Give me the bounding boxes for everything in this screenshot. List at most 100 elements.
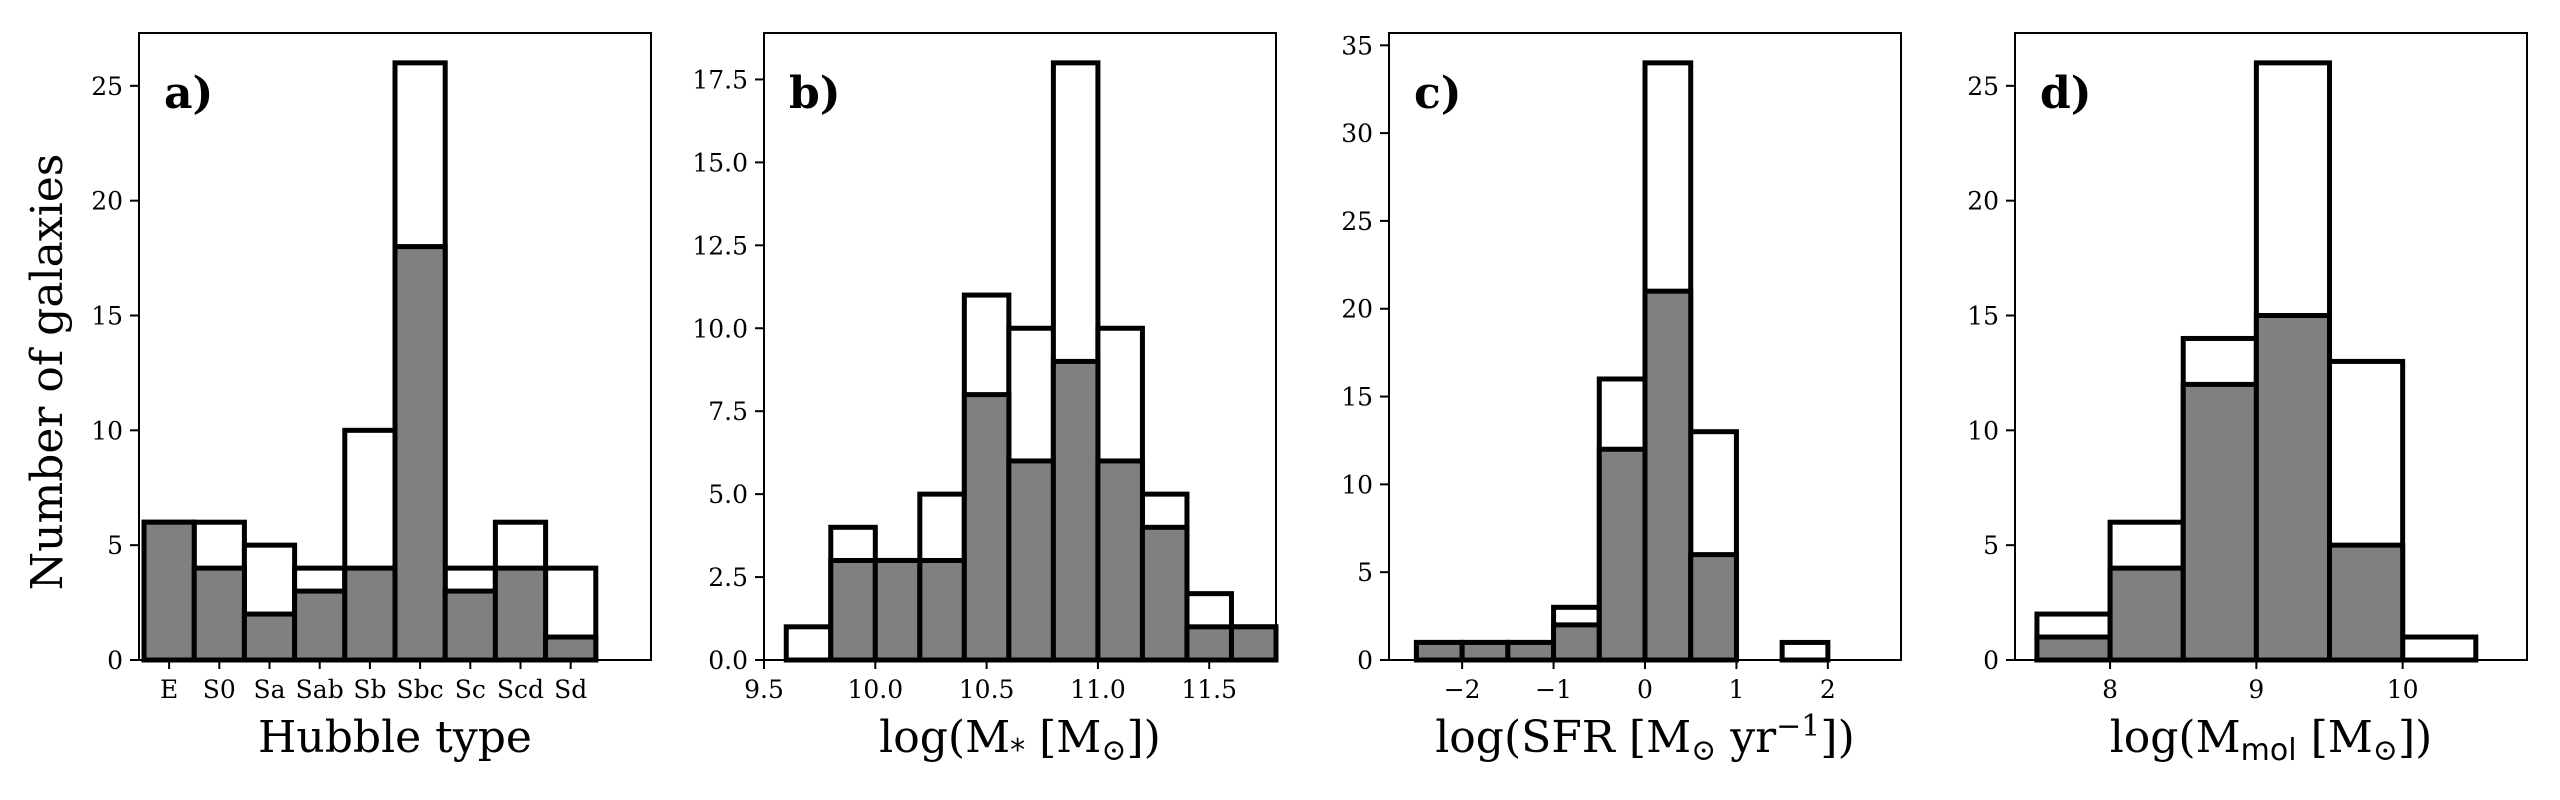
y-tick-label: 5 (1983, 531, 1999, 560)
x-tick-label: 11.0 (1070, 675, 1126, 704)
bar-subset-3-0 (1413, 639, 1465, 663)
bar-subset-4-2 (2180, 381, 2259, 663)
x-axis-label: log(Mmol [M⊙]) (2110, 712, 2433, 768)
x-tick-label: E (160, 675, 178, 704)
x-axis-label: log(SFR [M⊙ yr−1]) (1435, 709, 1855, 768)
bar-subset-1-8 (543, 634, 599, 663)
y-tick-label: 30 (1341, 119, 1373, 148)
y-tick-label: 0.0 (708, 646, 748, 675)
bar-subset-1-7 (492, 565, 549, 663)
bar-all-4-5 (2400, 634, 2479, 663)
panel-c-sfr: 0 5 10 15 20 25 30 35 −2 −1 0 1 2 c) log(SFR [M⊙ yr−1]… (1341, 31, 1902, 768)
y-tick-label: 10 (1341, 470, 1373, 499)
bar-subset-2-10 (1228, 624, 1279, 663)
x-tick-label: S0 (203, 675, 236, 704)
bar-subset-1-2 (241, 611, 298, 663)
y-tick-label: 20 (1967, 187, 1999, 216)
bar-subset-2-2 (872, 557, 923, 663)
y-tick-label: 35 (1341, 31, 1373, 60)
x-axis-label: Hubble type (258, 712, 532, 763)
x-tick-label: Sc (455, 675, 486, 704)
axes-frame (138, 32, 652, 661)
y-tick-label: 5 (107, 531, 123, 560)
bar-subset-2-7 (1095, 458, 1145, 663)
bar-subset-4-4 (2327, 542, 2406, 663)
y-tick-label: 20 (91, 187, 123, 216)
y-tick-label: 12.5 (692, 231, 748, 260)
bar-subset-4-3 (2253, 312, 2333, 663)
bar-subset-3-5 (1642, 288, 1694, 663)
panel-d-molecular-mass: 0 5 10 15 20 25 8 9 10 d) log(Mmol [M⊙]) (1967, 32, 2528, 768)
x-tick-label: 9.5 (744, 675, 784, 704)
y-tick-label: 10 (1967, 416, 1999, 445)
panel-a-hubble-type: 0 5 10 15 20 25 E S0 Sa Sab Sb Sbc Sc Scd Sd a) Hubble t… (91, 32, 652, 763)
bar-subset-3-6 (1688, 552, 1739, 663)
x-tick-label: 10 (2387, 675, 2419, 704)
bar-subset-1-3 (292, 588, 348, 663)
x-tick-label: 0 (1637, 675, 1653, 704)
y-tick-label: 25 (1967, 72, 1999, 101)
y-tick-label: 10.0 (692, 314, 748, 343)
x-tick-label: 1 (1728, 675, 1744, 704)
x-tick-label: −2 (1444, 675, 1481, 704)
x-tick-label: Sa (253, 675, 285, 704)
y-tick-label: 15 (1967, 301, 1999, 330)
bar-subset-2-4 (961, 392, 1012, 663)
panel-tag: a) (164, 68, 213, 119)
panel-b-stellar-mass: 0.0 2.5 5.0 7.5 10.0 12.5 15.0 17.5 9.5 10.0 10.5 1… (692, 32, 1279, 768)
y-tick-label: 0 (1983, 646, 1999, 675)
bar-subset-1-0 (141, 519, 197, 663)
x-tick-label: 10.5 (959, 675, 1015, 704)
x-axis-label: log(M* [M⊙]) (879, 712, 1161, 768)
bar-subset-1-5 (392, 244, 448, 663)
y-tick-label: 15 (91, 301, 123, 330)
y-tick-label: 5 (1357, 558, 1373, 587)
y-tick-label: 20 (1341, 295, 1373, 324)
y-tick-label: 10 (91, 416, 123, 445)
bar-all-2-0 (783, 624, 834, 663)
x-tick-label: 2 (1820, 675, 1836, 704)
bar-subset-1-4 (342, 565, 398, 663)
bar-subset-1-1 (191, 565, 247, 663)
x-tick-label: 11.5 (1181, 675, 1237, 704)
y-tick-label: 2.5 (708, 563, 748, 592)
x-tick-label: Sb (353, 675, 386, 704)
panel-tag: d) (2040, 68, 2092, 119)
bar-subset-2-6 (1050, 358, 1101, 663)
y-tick-label: 17.5 (692, 65, 748, 94)
bar-subset-2-3 (917, 557, 967, 663)
x-tick-label: Sd (554, 675, 587, 704)
y-axis-label: Number of galaxies (22, 154, 73, 591)
bar-subset-3-1 (1459, 639, 1511, 663)
y-tick-label: 0 (1357, 646, 1373, 675)
bar-all-3-8 (1779, 639, 1831, 663)
axes-frame (763, 32, 1277, 661)
bar-subset-2-8 (1139, 524, 1190, 663)
x-tick-label: Sab (296, 675, 344, 704)
y-tick-label: 25 (91, 72, 123, 101)
bar-subset-4-0 (2034, 634, 2113, 663)
y-tick-label: 5.0 (708, 480, 748, 509)
panel-tag: b) (789, 68, 841, 119)
bar-subset-1-6 (442, 588, 498, 663)
x-tick-label: Scd (497, 675, 544, 704)
panel-tag: c) (1414, 68, 1462, 119)
x-tick-label: 9 (2248, 675, 2264, 704)
bar-subset-3-2 (1505, 639, 1557, 663)
y-tick-label: 7.5 (708, 397, 748, 426)
bar-subset-2-1 (828, 557, 878, 663)
y-tick-label: 25 (1341, 207, 1373, 236)
x-tick-label: 8 (2102, 675, 2118, 704)
x-tick-label: Sbc (397, 675, 444, 704)
x-tick-label: 10.0 (847, 675, 903, 704)
bar-subset-2-9 (1184, 624, 1234, 663)
y-tick-label: 0 (107, 646, 123, 675)
bar-subset-2-5 (1006, 458, 1056, 663)
bar-subset-3-4 (1596, 446, 1648, 663)
axes-frame (2014, 32, 2528, 661)
y-tick-label: 15.0 (692, 148, 748, 177)
bar-subset-3-3 (1551, 622, 1602, 663)
x-tick-label: −1 (1535, 675, 1572, 704)
bar-subset-4-1 (2107, 565, 2186, 663)
